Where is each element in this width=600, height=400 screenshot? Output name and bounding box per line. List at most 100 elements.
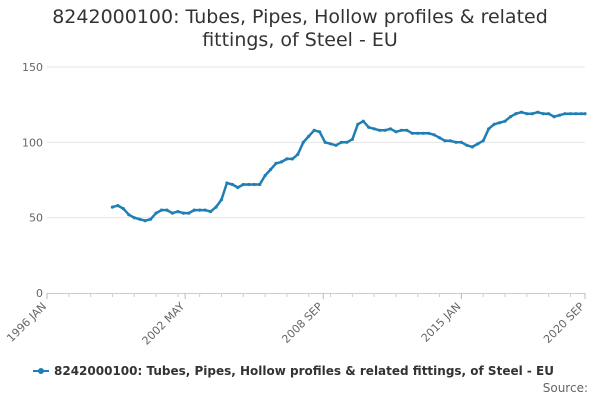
data-point[interactable] xyxy=(372,127,376,131)
data-point[interactable] xyxy=(274,161,278,165)
data-point[interactable] xyxy=(170,211,174,215)
data-point[interactable] xyxy=(541,112,545,116)
data-point[interactable] xyxy=(285,157,289,161)
legend[interactable]: 8242000100: Tubes, Pipes, Hollow profile… xyxy=(33,364,554,378)
data-point[interactable] xyxy=(508,115,513,119)
data-point[interactable] xyxy=(367,125,371,129)
data-point[interactable] xyxy=(258,182,262,187)
source-label: Source: xyxy=(542,381,588,395)
data-point[interactable] xyxy=(138,217,142,221)
data-point[interactable] xyxy=(247,182,251,187)
data-point[interactable] xyxy=(143,219,147,223)
data-point[interactable] xyxy=(132,216,136,220)
data-point[interactable] xyxy=(492,122,496,126)
data-point[interactable] xyxy=(165,208,169,212)
data-point[interactable] xyxy=(176,210,180,214)
data-point[interactable] xyxy=(465,143,469,147)
data-point[interactable] xyxy=(356,122,360,126)
data-point[interactable] xyxy=(459,140,463,144)
data-point[interactable] xyxy=(503,119,507,123)
data-point[interactable] xyxy=(514,112,518,116)
data-point[interactable] xyxy=(530,112,534,116)
data-point[interactable] xyxy=(568,112,573,116)
data-point[interactable] xyxy=(241,182,245,187)
data-point[interactable] xyxy=(230,182,234,187)
data-point[interactable] xyxy=(448,139,453,143)
data-point[interactable] xyxy=(388,127,393,131)
data-point[interactable] xyxy=(214,205,218,209)
data-point[interactable] xyxy=(339,140,343,144)
data-point[interactable] xyxy=(209,210,213,214)
legend-line-marker-icon xyxy=(33,366,49,376)
x-tick-label: 2020 SEP xyxy=(541,300,587,346)
data-point[interactable] xyxy=(432,133,436,137)
data-point[interactable] xyxy=(487,127,491,131)
data-point[interactable] xyxy=(334,143,338,147)
data-point[interactable] xyxy=(399,128,403,132)
data-point[interactable] xyxy=(187,211,191,215)
data-point[interactable] xyxy=(323,140,327,144)
data-point[interactable] xyxy=(154,211,158,215)
data-point[interactable] xyxy=(350,137,354,141)
data-point[interactable] xyxy=(236,185,240,190)
data-point[interactable] xyxy=(438,136,442,140)
data-point[interactable] xyxy=(481,139,485,143)
data-point[interactable] xyxy=(410,131,414,135)
data-point[interactable] xyxy=(296,152,300,156)
data-point[interactable] xyxy=(563,112,567,116)
x-tick-label: 2015 JAN xyxy=(419,300,464,345)
data-point[interactable] xyxy=(307,134,311,138)
data-point[interactable] xyxy=(558,113,562,117)
data-point[interactable] xyxy=(421,131,425,135)
data-point[interactable] xyxy=(552,115,556,119)
data-point[interactable] xyxy=(181,211,185,215)
data-point[interactable] xyxy=(443,139,447,143)
data-point[interactable] xyxy=(345,140,349,144)
data-point[interactable] xyxy=(476,142,480,146)
data-point[interactable] xyxy=(427,131,431,135)
data-point[interactable] xyxy=(192,208,196,212)
data-point[interactable] xyxy=(159,208,164,212)
data-point[interactable] xyxy=(383,128,387,132)
data-point[interactable] xyxy=(318,130,322,134)
data-point[interactable] xyxy=(110,205,114,209)
y-tick-label-100: 100 xyxy=(22,136,43,149)
data-point[interactable] xyxy=(203,208,207,212)
data-point[interactable] xyxy=(312,128,316,132)
data-point[interactable] xyxy=(498,121,502,125)
data-point[interactable] xyxy=(149,217,153,221)
series-line-0[interactable] xyxy=(111,110,587,222)
data-point[interactable] xyxy=(121,207,125,211)
chart-title-line-1: 8242000100: Tubes, Pipes, Hollow profile… xyxy=(52,6,548,28)
data-point[interactable] xyxy=(252,182,256,187)
data-point[interactable] xyxy=(579,112,584,116)
x-axis-tick-labels: 1996 JAN 2002 MAY 2008 SEP 2015 JAN 2020 SEP xyxy=(4,300,587,348)
data-point[interactable] xyxy=(361,119,365,123)
data-point[interactable] xyxy=(574,112,578,116)
data-point[interactable] xyxy=(198,208,202,212)
data-point[interactable] xyxy=(536,110,540,114)
data-point[interactable] xyxy=(269,167,273,172)
data-point[interactable] xyxy=(405,128,409,132)
data-point[interactable] xyxy=(116,204,120,208)
x-tick-label: 1996 JAN xyxy=(4,300,49,345)
data-point[interactable] xyxy=(219,198,224,202)
data-point[interactable] xyxy=(470,145,474,149)
data-point[interactable] xyxy=(525,112,529,116)
data-point[interactable] xyxy=(328,142,333,146)
data-point[interactable] xyxy=(583,112,587,116)
data-point[interactable] xyxy=(225,181,229,185)
data-point[interactable] xyxy=(263,173,267,178)
data-point[interactable] xyxy=(416,131,420,135)
data-point[interactable] xyxy=(519,110,524,114)
y-axis-tick-labels: 0 50 100 150 xyxy=(22,61,43,300)
data-point[interactable] xyxy=(127,213,131,217)
data-point[interactable] xyxy=(378,128,382,132)
data-point[interactable] xyxy=(290,157,294,161)
data-point[interactable] xyxy=(279,160,284,164)
y-tick-label-50: 50 xyxy=(29,212,43,225)
data-point[interactable] xyxy=(547,112,551,116)
data-point[interactable] xyxy=(394,130,398,134)
data-point[interactable] xyxy=(454,140,458,144)
data-point[interactable] xyxy=(301,140,305,144)
